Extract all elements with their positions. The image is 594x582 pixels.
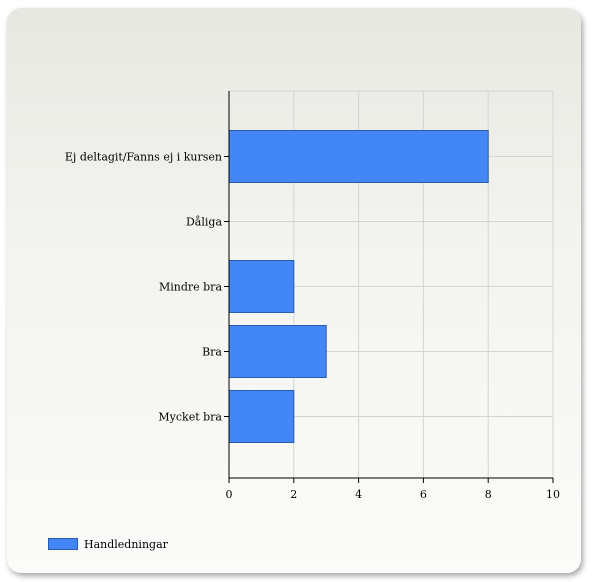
bars xyxy=(228,130,489,443)
bar xyxy=(228,390,295,443)
y-tick-label: Bra xyxy=(202,346,222,359)
x-tick-label: 6 xyxy=(420,488,427,501)
legend-label: Handledningar xyxy=(84,537,168,551)
x-tick-label: 0 xyxy=(226,488,233,501)
bar xyxy=(228,130,489,183)
x-tick-label: 2 xyxy=(290,488,297,501)
bar xyxy=(228,260,295,313)
y-tick-label: Mycket bra xyxy=(158,411,222,424)
x-tick-label: 8 xyxy=(485,488,492,501)
x-tick-labels: 0 2 4 6 8 10 xyxy=(226,488,561,501)
x-tick-label: 10 xyxy=(546,488,560,501)
x-tick-label: 4 xyxy=(355,488,362,501)
axes xyxy=(224,91,554,483)
y-tick-label: Ej deltagit/Fanns ej i kursen xyxy=(65,151,222,164)
y-tick-label: Mindre bra xyxy=(159,281,222,294)
y-tick-label: Dåliga xyxy=(186,216,222,229)
y-tick-labels: Ej deltagit/Fanns ej i kursen Dåliga Mindr… xyxy=(65,151,223,424)
legend: Handledningar xyxy=(48,536,168,552)
legend-swatch xyxy=(48,538,78,550)
bar xyxy=(228,325,327,378)
